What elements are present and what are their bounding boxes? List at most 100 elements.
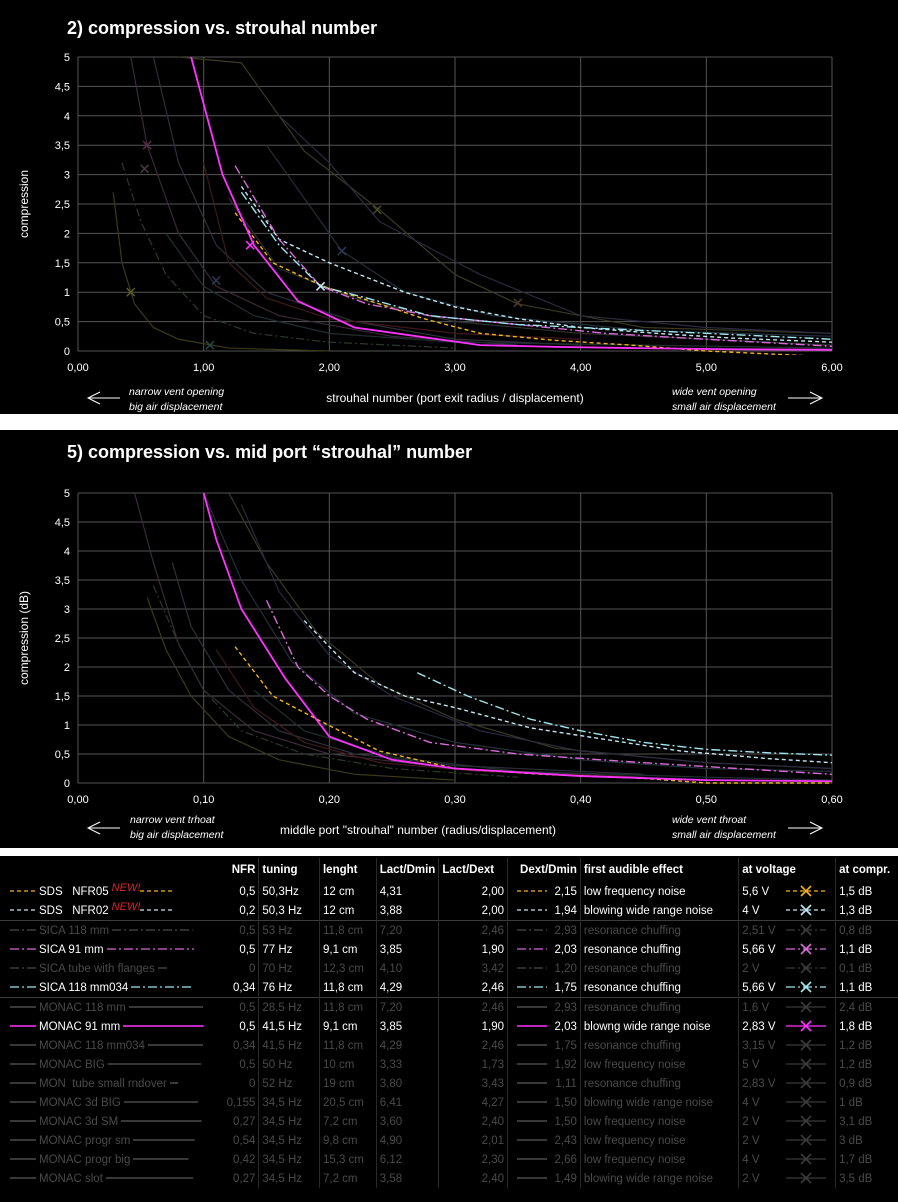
cell-dext-dmin: 2,93 xyxy=(507,920,581,940)
cell-len: 7,2 cm xyxy=(318,1169,377,1188)
table-header-row: NFR tuning lenght Lact/Dmin Lact/Dext De… xyxy=(0,858,898,882)
cell-voltage: 3,15 V xyxy=(738,1036,836,1055)
cell-nfr: 0,2 xyxy=(239,904,256,917)
cell-voltage-value: 4 V xyxy=(742,1153,760,1166)
legend-line-sample xyxy=(131,986,194,989)
cell-le: 2,46 xyxy=(438,978,508,998)
left-note: big air displacement xyxy=(129,401,223,413)
cell-voltage: 5 V xyxy=(738,1055,836,1074)
y-tick-label: 0 xyxy=(64,346,70,358)
right-note: wide vent throat xyxy=(672,814,747,826)
x-tick-label: 0,00 xyxy=(67,362,88,374)
data-marker xyxy=(205,340,215,350)
header-lact-dext: Lact/Dext xyxy=(438,858,508,882)
background-series-line xyxy=(146,597,456,781)
cell-nfr: 0 xyxy=(248,1077,256,1090)
y-tick-label: 0,5 xyxy=(55,749,70,761)
series-line xyxy=(417,672,833,756)
cell-le: 2,40 xyxy=(438,1169,508,1188)
marker-cross xyxy=(800,1001,812,1014)
cell-tuning: 34,5 Hz xyxy=(258,1093,320,1112)
row-name-cell: SICA 118 mm xyxy=(0,920,207,940)
row-name-cell: MONAC 3d SM xyxy=(0,1112,207,1131)
legend-marker xyxy=(786,962,827,975)
legend-line-sample xyxy=(516,967,547,970)
y-tick-label: 0 xyxy=(64,778,70,790)
cell-voltage: 2 V xyxy=(738,1131,836,1150)
background-series-group xyxy=(133,492,838,781)
panel-divider xyxy=(0,414,898,430)
legend-line-sample xyxy=(10,1063,36,1066)
cell-effect: low frequency noise xyxy=(579,1112,739,1131)
cell-voltage: 5,6 V xyxy=(738,882,836,901)
background-series-line xyxy=(130,56,518,346)
row-name-cell: MONAC progr big xyxy=(0,1150,207,1169)
background-series-line xyxy=(837,533,838,535)
cell-len: 12 cm xyxy=(318,882,377,901)
cell-tuning: 50,3 Hz xyxy=(258,901,320,921)
cell-tuning: 52 Hz xyxy=(258,1074,320,1093)
cell-len: 11,8 cm xyxy=(318,978,377,998)
cell-len: 9,8 cm xyxy=(318,1131,377,1150)
cell-dext-dmin-value: 2,15 xyxy=(554,885,577,898)
cell-nfr: 0,34 xyxy=(232,1039,256,1052)
cell-tuning: 50 Hz xyxy=(258,1055,320,1074)
cell-voltage: 2,51 V xyxy=(738,920,836,940)
cell-effect: low frequency noise xyxy=(579,882,739,901)
cell-dext-dmin: 1,50 xyxy=(507,1093,581,1112)
cell-voltage-value: 2,51 V xyxy=(742,924,776,937)
cell-tuning: 76 Hz xyxy=(258,978,320,998)
cell-dext-dmin: 2,66 xyxy=(507,1150,581,1169)
background-series-line xyxy=(253,689,833,781)
legend-line-sample xyxy=(112,929,193,932)
row-name-cell: MONAC BIG xyxy=(0,1055,207,1074)
cell-le: 2,30 xyxy=(438,1150,508,1169)
cell-la: 3,80 xyxy=(375,1074,439,1093)
cell-tuning: 41,5 Hz xyxy=(258,1017,320,1036)
table-row: MONAC progr sm 0,54 34,5 Hz 9,8 cm 4,90 2,01 2… xyxy=(0,1131,898,1150)
table-row: MON tube small rndover 0 52 Hz 19 cm 3,80 3,4… xyxy=(0,1074,898,1093)
background-series-line xyxy=(152,56,581,346)
cell-la: 6,41 xyxy=(375,1093,439,1112)
x-tick-label: 1,00 xyxy=(193,362,214,374)
legend-line-sample xyxy=(516,948,547,951)
cell-le: 2,40 xyxy=(438,1112,508,1131)
cell-effect: blowing wide range noise xyxy=(579,1169,739,1188)
cell-compr: 3,1 dB xyxy=(835,1112,898,1131)
y-tick-label: 2 xyxy=(64,662,70,674)
cell-dext-dmin: 1,92 xyxy=(507,1055,581,1074)
row-name: MONAC progr big xyxy=(39,1153,131,1166)
legend-line-sample xyxy=(516,1120,547,1123)
y-tick-label: 1,5 xyxy=(55,258,70,270)
cell-la: 3,85 xyxy=(375,1017,439,1036)
x-tick-label: 0,20 xyxy=(319,794,340,806)
cell-dext-dmin-value: 1,49 xyxy=(554,1172,577,1185)
background-series-line xyxy=(178,56,833,334)
x-axis-label: strouhal number (port exit radius / disp… xyxy=(326,391,583,405)
legend-marker xyxy=(786,904,827,917)
legend-line-sample xyxy=(517,1082,548,1085)
cell-dext-dmin-value: 1,75 xyxy=(554,981,577,994)
arrow-head xyxy=(809,391,824,405)
cell-le: 2,46 xyxy=(438,997,508,1017)
legend-line-sample xyxy=(147,1044,204,1047)
y-tick-label: 3,5 xyxy=(55,140,70,152)
legend-line-sample xyxy=(516,986,547,989)
legend-line-sample xyxy=(106,948,194,951)
cell-compr: 1,2 dB xyxy=(835,1036,898,1055)
background-series-line xyxy=(165,233,833,349)
cell-compr: 1,2 dB xyxy=(835,1055,898,1074)
data-marker xyxy=(211,275,221,285)
y-tick-label: 5 xyxy=(64,488,70,500)
header-compr: at compr. xyxy=(835,858,898,882)
cell-len: 10 cm xyxy=(318,1055,377,1074)
legend-line-sample xyxy=(105,1177,193,1180)
legend-marker xyxy=(786,1096,827,1109)
legend-line-sample xyxy=(10,1101,36,1104)
cell-voltage-value: 2 V xyxy=(742,1134,760,1147)
cell-voltage: 4 V xyxy=(738,1093,836,1112)
cell-effect: resonance chuffing xyxy=(579,959,739,978)
row-name-cell: MONAC 118 mm034 xyxy=(0,1036,207,1055)
cell-voltage-value: 5,66 V xyxy=(742,943,776,956)
cell-dext-dmin-value: 1,20 xyxy=(554,962,577,975)
